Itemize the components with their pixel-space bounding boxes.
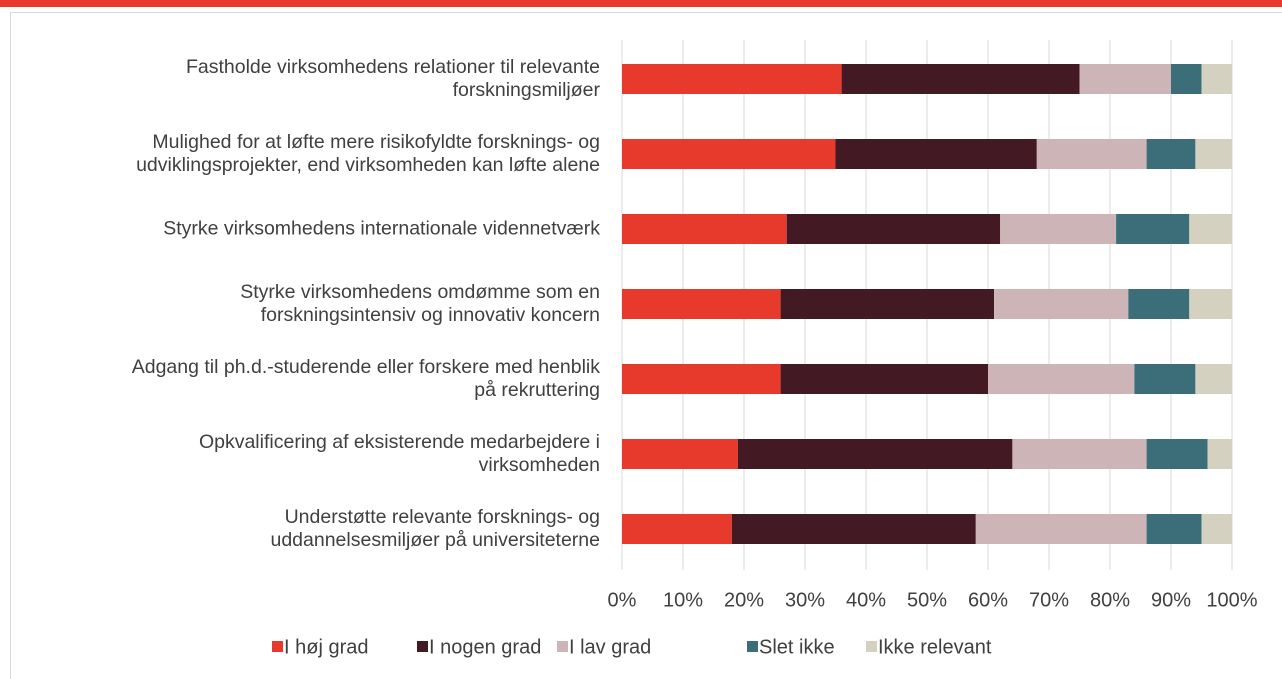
bar-segment xyxy=(1189,214,1232,244)
x-tick-label: 30% xyxy=(785,589,825,611)
category-label: Adgang til ph.d.-studerende eller forske… xyxy=(131,356,600,401)
x-tick-label: 0% xyxy=(608,589,637,611)
x-tick-label: 10% xyxy=(663,589,703,611)
x-tick-label: 40% xyxy=(846,589,886,611)
category-label: Fastholde virksomhedens relationer til r… xyxy=(185,56,600,101)
bar-segment xyxy=(1012,439,1147,469)
bar-segment xyxy=(622,289,781,319)
bar-segment xyxy=(975,514,1147,544)
bar-segment xyxy=(1128,289,1190,319)
bar-segment xyxy=(622,214,787,244)
bar-segment xyxy=(780,289,995,319)
legend-label: I høj grad xyxy=(284,636,368,658)
bar-segment xyxy=(622,364,781,394)
bar-segment xyxy=(1189,289,1232,319)
bar-segment xyxy=(1036,139,1147,169)
bar-segment xyxy=(622,64,842,94)
x-tick-label: 50% xyxy=(907,589,947,611)
category-label: Understøtte relevante forsknings- og udd… xyxy=(270,506,600,551)
x-tick-label: 70% xyxy=(1029,589,1069,611)
legend-swatch xyxy=(417,641,428,652)
bar-segment xyxy=(1134,364,1196,394)
legend-swatch xyxy=(272,641,283,652)
legend-label: I nogen grad xyxy=(429,636,541,658)
bar-segment xyxy=(1000,214,1117,244)
category-label: Styrke virksomhedens omdømme som en fors… xyxy=(240,281,600,326)
legend-swatch xyxy=(747,641,758,652)
x-tick-label: 100% xyxy=(1206,589,1257,611)
bar-segment xyxy=(1195,139,1232,169)
bar-segment xyxy=(841,64,1080,94)
bar-segment xyxy=(780,364,988,394)
bar-segment xyxy=(988,364,1135,394)
x-tick-label: 80% xyxy=(1090,589,1130,611)
top-band xyxy=(0,0,1282,7)
category-label: Styrke virksomhedens internationale vide… xyxy=(163,217,600,240)
x-tick-label: 20% xyxy=(724,589,764,611)
legend-label: I lav grad xyxy=(569,636,651,658)
category-label: Mulighed for at løfte mere risikofyldte … xyxy=(136,131,600,176)
bar-segment xyxy=(1171,64,1202,94)
legend-label: Slet ikke xyxy=(759,636,835,658)
x-tick-label: 90% xyxy=(1151,589,1191,611)
bar-segment xyxy=(1146,139,1196,169)
bar-segment xyxy=(1195,364,1232,394)
bar-segment xyxy=(731,514,976,544)
bar-segment xyxy=(1146,514,1202,544)
bar-segment xyxy=(737,439,1013,469)
legend-swatch xyxy=(866,641,877,652)
bar-segment xyxy=(1207,439,1232,469)
bar-segment xyxy=(1146,439,1208,469)
bar-segment xyxy=(1116,214,1190,244)
legend-swatch xyxy=(557,641,568,652)
x-tick-label: 60% xyxy=(968,589,1008,611)
legend-label: Ikke relevant xyxy=(878,636,992,658)
bar-segment xyxy=(1201,64,1232,94)
bar-segment xyxy=(786,214,1001,244)
bar-segment xyxy=(622,439,738,469)
bar-segment xyxy=(622,514,732,544)
bar-segment xyxy=(622,139,836,169)
frame xyxy=(10,12,1282,679)
bar-segment xyxy=(1079,64,1171,94)
category-label: Opkvalificering af eksisterende medarbej… xyxy=(198,431,600,476)
bar-segment xyxy=(994,289,1129,319)
bar-segment xyxy=(835,139,1037,169)
bar-segment xyxy=(1201,514,1232,544)
